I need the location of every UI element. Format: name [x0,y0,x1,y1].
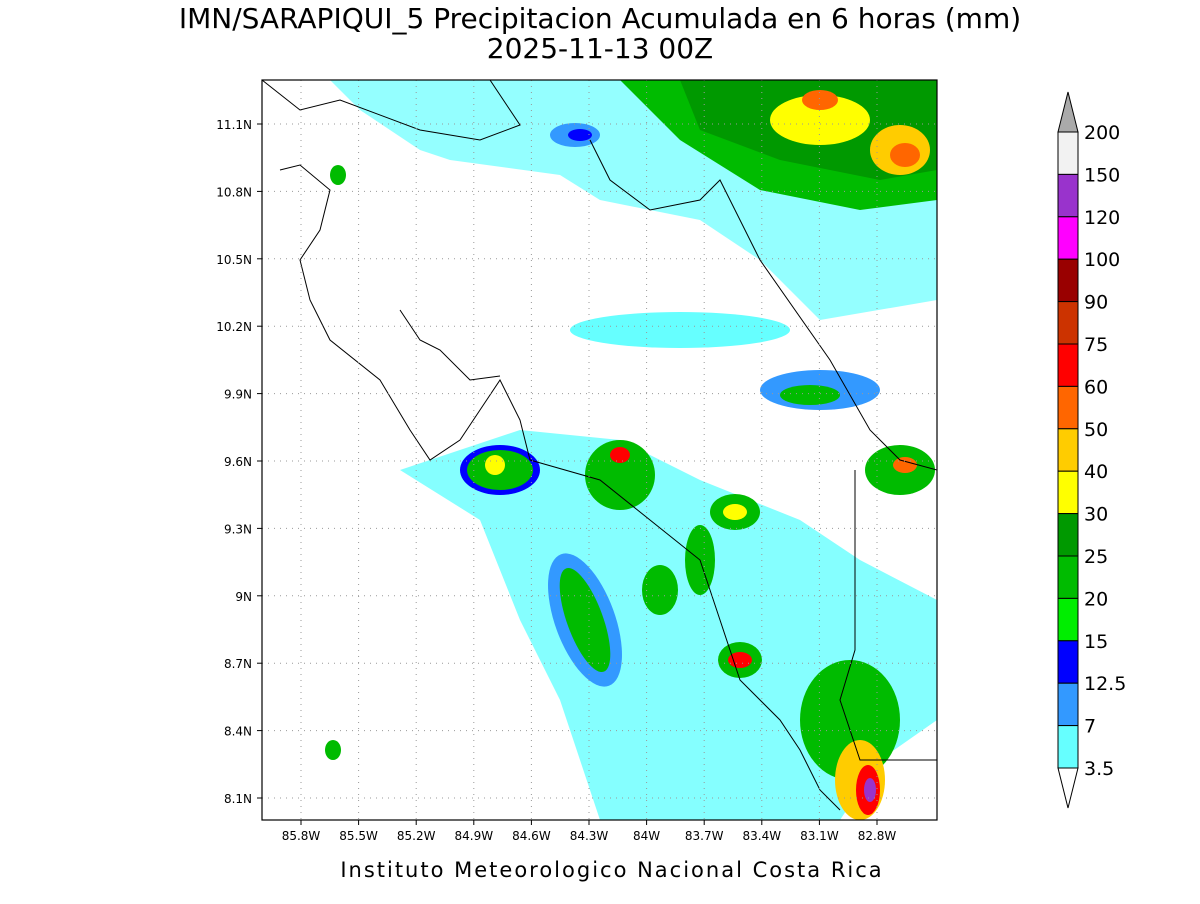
colorbar-box [1057,258,1079,303]
colorbar-box [1057,470,1079,515]
colorbar-label: 7 [1084,716,1096,738]
colorbar-under [1057,767,1079,809]
colorbar-label: 15 [1084,631,1108,653]
lat-label: 8.1N [224,792,252,806]
colorbar-box [1057,555,1079,599]
colorbar-label: 120 [1084,207,1120,229]
colorbar-box [1057,301,1079,345]
lat-label: 8.4N [224,725,252,739]
lat-label: 9.6N [224,455,252,469]
colorbar-label: 25 [1084,546,1108,568]
lon-label: 84.9W [455,829,494,843]
lat-label: 8.7N [224,657,252,671]
colorbar-box [1057,173,1079,218]
colorbar-label: 150 [1084,164,1120,186]
lon-label: 85.8W [282,829,321,843]
colorbar-label: 90 [1084,292,1108,314]
colorbar-label: 20 [1084,588,1108,610]
colorbar-over [1057,91,1079,133]
colorbar-label: 12.5 [1084,673,1126,695]
graticule [257,80,937,825]
footer: Instituto Meteorologico Nacional Costa R… [340,858,883,882]
title: IMN/SARAPIQUI_5 Precipitacion Acumulada … [179,2,1021,35]
colorbar-box [1057,216,1079,260]
precipitation-field [325,80,937,820]
lat-label: 10.8N [216,185,252,199]
lat-label: 9.3N [224,522,252,536]
lon-label: 83.4W [743,829,782,843]
colorbar-label: 100 [1084,249,1120,271]
colorbar-label: 200 [1084,122,1120,144]
lon-label: 84.6W [512,829,551,843]
colorbar-label: 50 [1084,419,1108,441]
colorbar-label: 40 [1084,461,1108,483]
colorbar-box [1057,131,1079,175]
map-frame [261,79,938,821]
lon-label: 82.8W [858,829,897,843]
lon-label: 83.1W [800,829,839,843]
colorbar-box [1057,343,1079,387]
lat-label: 9.9N [224,388,252,402]
colorbar-label: 60 [1084,376,1108,398]
lat-label: 10.2N [216,320,252,334]
lon-label: 85.5W [339,829,378,843]
colorbar-box [1057,597,1079,642]
lat-label: 9N [235,590,252,604]
subtitle: 2025-11-13 00Z [487,32,713,65]
coastlines [262,80,937,811]
colorbar-box [1057,428,1079,472]
lon-label: 84.3W [570,829,609,843]
colorbar-label: 30 [1084,504,1108,526]
lon-label: 83.7W [685,829,724,843]
colorbar-box [1057,640,1079,684]
colorbar-box [1057,513,1079,557]
lat-label: 10.5N [216,253,252,267]
colorbar-label: 75 [1084,334,1108,356]
colorbar-box [1057,725,1079,769]
lon-label: 84W [633,829,660,843]
lon-label: 85.2W [397,829,436,843]
colorbar-label: 3.5 [1084,758,1114,780]
colorbar-box [1057,682,1079,727]
colorbar-box [1057,385,1079,430]
lat-label: 11.1N [216,118,252,132]
